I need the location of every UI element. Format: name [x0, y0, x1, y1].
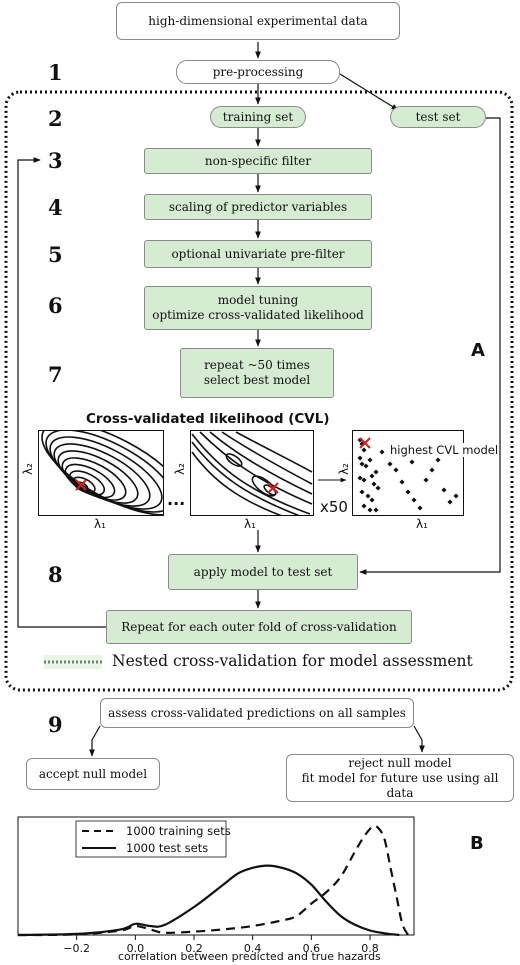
left-plot-xlabel: λ₁ [94, 517, 106, 531]
chart-frame [17, 816, 415, 936]
box-scaling-label: scaling of predictor variables [168, 199, 348, 214]
contour-plot-left [38, 430, 164, 516]
middle-plot-xlabel: λ₁ [244, 517, 256, 531]
arrow-preprocessing-to-test [339, 73, 399, 111]
box-outer-fold-label: Repeat for each outer fold of cross-vali… [121, 619, 397, 634]
arrow-assess-to-reject [413, 725, 425, 753]
box-reject-null: reject null model fit model for future u… [286, 754, 514, 802]
arrow-loop-back [17, 157, 106, 628]
right-plot-ylabel: λ₂ [336, 463, 351, 475]
step-number-7: 7 [48, 362, 63, 387]
nested-cv-frame [4, 90, 514, 692]
step-number-1: 1 [48, 60, 63, 85]
box-nonspecific-filter: non-specific filter [144, 148, 372, 174]
middle-plot-ylabel: λ₂ [172, 463, 187, 475]
series-line-1 [17, 864, 400, 937]
step-number-9: 9 [48, 712, 63, 737]
x-tick-label: 0.4 [244, 942, 262, 955]
box-preprocessing-label: pre-processing [212, 64, 304, 79]
legend-box [75, 820, 227, 858]
step-number-3: 3 [48, 148, 63, 173]
box-repeat-line1: repeat ~50 times [204, 358, 310, 372]
x-tick-label: 0.2 [185, 942, 203, 955]
series-line-0 [17, 824, 410, 937]
panel-label-b: B [470, 833, 484, 854]
box-model-tuning-line2: optimize cross-validated likelihood [152, 308, 364, 322]
cvl-title: Cross-validated likelihood (CVL) [86, 411, 330, 427]
box-apply-model: apply model to test set [168, 554, 358, 590]
x-tick-label: 0.8 [361, 942, 379, 955]
plot-ellipsis: ... [167, 490, 186, 509]
box-accept-null: accept null model [26, 758, 160, 790]
box-test-set: test set [390, 106, 486, 128]
arrow-test-to-apply [359, 117, 501, 575]
legend-label-1: 1000 test sets [126, 841, 208, 855]
box-apply-model-label: apply model to test set [193, 564, 333, 579]
box-repeat-select: repeat ~50 times select best model [180, 348, 334, 398]
box-univariate-prefilter: optional univariate pre-filter [144, 240, 372, 268]
box-repeat-line2: select best model [203, 373, 311, 387]
box-scaling: scaling of predictor variables [144, 194, 372, 220]
box-assess-predictions: assess cross-validated predictions on al… [100, 698, 414, 728]
x50-label: x50 [320, 498, 348, 516]
box-model-tuning: model tuning optimize cross-validated li… [144, 286, 372, 330]
contour-plot-middle [190, 430, 314, 516]
box-nonspecific-filter-label: non-specific filter [204, 153, 312, 168]
density-chart: −0.2 0.0 0.2 0.4 0.6 0.8 1000 training sets 100… [17, 816, 415, 955]
box-accept-null-label: accept null model [38, 766, 148, 781]
step-number-2: 2 [48, 106, 63, 131]
step-number-8: 8 [48, 562, 63, 587]
box-model-tuning-line1: model tuning [217, 293, 299, 307]
x-tick-label: 0.0 [127, 942, 145, 955]
panel-label-a: A [471, 340, 485, 361]
highest-cvl-annotation: highest CVL model [390, 443, 499, 457]
right-plot-xlabel: λ₁ [416, 517, 428, 531]
box-reject-null-line2: fit model for future use using all data [301, 770, 499, 800]
box-training-set: training set [210, 106, 306, 128]
box-preprocessing: pre-processing [176, 60, 340, 84]
x-tick-label: −0.2 [63, 942, 90, 955]
step-number-5: 5 [48, 242, 63, 267]
step-number-4: 4 [48, 195, 63, 220]
box-univariate-prefilter-label: optional univariate pre-filter [171, 246, 345, 261]
box-test-set-label: test set [415, 109, 461, 124]
legend-label-0: 1000 training sets [126, 824, 231, 838]
box-experimental-data: high-dimensional experimental data [116, 2, 400, 40]
step-number-6: 6 [48, 293, 63, 318]
box-assess-predictions-label: assess cross-validated predictions on al… [108, 705, 406, 720]
box-training-set-label: training set [222, 109, 294, 124]
legend-nested-cv-text: Nested cross-validation for model assess… [112, 652, 473, 670]
x-tick-label: 0.6 [303, 942, 321, 955]
chart-xlabel: correlation between predicted and true h… [118, 950, 381, 963]
legend-green-swatch [44, 655, 102, 669]
left-plot-ylabel: λ₂ [20, 463, 35, 475]
arrow-assess-to-accept [89, 725, 101, 757]
box-outer-fold: Repeat for each outer fold of cross-vali… [106, 610, 412, 644]
box-reject-null-line1: reject null model [348, 755, 452, 770]
box-experimental-data-label: high-dimensional experimental data [148, 13, 368, 28]
